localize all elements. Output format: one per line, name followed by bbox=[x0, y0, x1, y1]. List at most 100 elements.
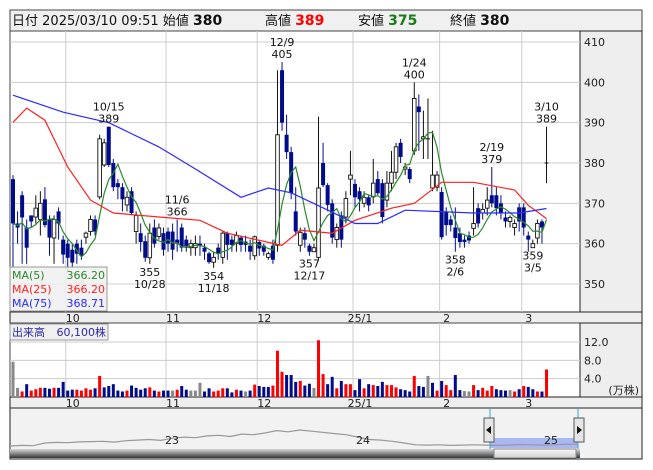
volume-bar bbox=[244, 391, 248, 397]
candle-down bbox=[375, 179, 380, 194]
volume-bar bbox=[98, 375, 102, 397]
candle-down bbox=[229, 239, 234, 245]
scrollbar-thumb[interactable] bbox=[493, 448, 577, 459]
volume-bar bbox=[403, 390, 407, 397]
volume-tick-label: 4.0 bbox=[584, 373, 602, 386]
volume-bar bbox=[421, 386, 425, 397]
candle-up bbox=[33, 207, 39, 218]
month-label: 12 bbox=[257, 397, 271, 410]
annotation-value: 400 bbox=[404, 68, 425, 81]
date-axis-strip-bottom bbox=[9, 396, 643, 409]
volume-bar bbox=[280, 371, 284, 397]
annotation-value: 357 bbox=[299, 258, 320, 271]
open-label: 始値 bbox=[163, 13, 189, 29]
volume-bar bbox=[79, 390, 83, 397]
volume-bar bbox=[89, 389, 93, 397]
candle-down bbox=[166, 231, 171, 244]
volume-bar bbox=[120, 391, 124, 397]
volume-bar bbox=[312, 387, 316, 397]
month-label: 2 bbox=[443, 397, 450, 410]
volume-bar bbox=[257, 386, 261, 397]
candle-down bbox=[302, 233, 307, 240]
candle-up bbox=[147, 232, 153, 259]
candle-up bbox=[51, 219, 57, 239]
volume-bar bbox=[52, 387, 56, 397]
candle-up bbox=[252, 236, 257, 257]
candle-up bbox=[211, 256, 216, 263]
candle-up bbox=[133, 214, 139, 233]
high-value: 389 bbox=[295, 13, 324, 29]
annotation-date: 12/17 bbox=[294, 270, 326, 283]
volume-bar bbox=[431, 382, 435, 397]
price-panel bbox=[9, 30, 643, 313]
volume-bar bbox=[75, 389, 79, 397]
navigator-year-label: 24 bbox=[356, 434, 370, 447]
candle-down bbox=[129, 191, 134, 213]
svg-text:高値 389: 高値 389 bbox=[265, 13, 324, 29]
volume-bar bbox=[326, 384, 330, 397]
candle-down bbox=[47, 219, 52, 238]
candle-down bbox=[56, 211, 61, 224]
candle-down bbox=[521, 207, 526, 228]
candle-down bbox=[280, 70, 285, 123]
volume-bar bbox=[43, 387, 47, 397]
volume-bar bbox=[371, 385, 375, 397]
navigator-selection[interactable] bbox=[490, 438, 578, 448]
volume-bar bbox=[467, 391, 471, 397]
candle-down bbox=[24, 227, 29, 248]
annotation-value: 389 bbox=[536, 113, 557, 126]
price-tick-label: 400 bbox=[584, 76, 605, 89]
ohlc-header: 日付 2025/03/10 09:51 始値 380 高値 389 安値 375… bbox=[9, 9, 643, 32]
candle-up bbox=[156, 227, 162, 237]
volume-bar bbox=[143, 388, 147, 397]
candle-down bbox=[457, 233, 462, 243]
candle-down bbox=[70, 249, 75, 263]
candle-up bbox=[220, 232, 226, 258]
volume-bar bbox=[545, 369, 549, 397]
candle-up bbox=[484, 199, 490, 209]
date-axis-strip-top bbox=[9, 311, 643, 324]
candle-down bbox=[261, 245, 266, 252]
volume-bar bbox=[253, 384, 257, 397]
price-tick-label: 410 bbox=[584, 36, 605, 49]
right-handle[interactable] bbox=[573, 417, 585, 443]
annotation-value: 354 bbox=[203, 270, 224, 283]
candle-up bbox=[389, 171, 394, 184]
volume-bar bbox=[111, 384, 115, 397]
volume-bar bbox=[453, 375, 457, 397]
high-label: 高値 bbox=[265, 13, 291, 29]
navigator-price-line bbox=[9, 429, 579, 447]
navigator-year-label: 23 bbox=[165, 434, 179, 447]
volume-bar bbox=[522, 386, 526, 397]
volume-bar bbox=[289, 375, 293, 397]
volume-bar bbox=[494, 389, 498, 397]
candle-down bbox=[489, 195, 494, 204]
volume-bar bbox=[125, 390, 129, 397]
volume-bar bbox=[376, 386, 380, 397]
volume-bar bbox=[412, 375, 416, 397]
candle-down bbox=[380, 183, 385, 218]
candle-down bbox=[270, 245, 275, 260]
range-navigator[interactable]: 23 24 25 bbox=[9, 408, 585, 459]
candle-down bbox=[202, 247, 207, 252]
candle-down bbox=[161, 233, 166, 250]
left-handle[interactable] bbox=[483, 417, 495, 443]
moving-averages bbox=[12, 94, 548, 258]
candle-up bbox=[97, 138, 102, 198]
annotation-date: 1/24 bbox=[402, 56, 427, 69]
price-tick-label: 390 bbox=[584, 117, 605, 130]
price-tick-label: 370 bbox=[584, 197, 605, 210]
ma25-value: 366.20 bbox=[67, 283, 106, 296]
svg-text:安値 375: 安値 375 bbox=[358, 13, 417, 29]
volume-bar bbox=[20, 391, 24, 397]
scrollbar-track[interactable] bbox=[10, 449, 580, 458]
volume-bar bbox=[426, 375, 430, 397]
volume-bar bbox=[212, 391, 216, 397]
candle-down bbox=[152, 227, 157, 244]
candle-down bbox=[353, 183, 357, 198]
candle-down bbox=[42, 199, 47, 226]
volume-bar bbox=[198, 382, 202, 397]
candle-down bbox=[93, 219, 98, 232]
ma25-label: MA(25) bbox=[12, 283, 52, 296]
volume-bar bbox=[508, 390, 512, 397]
